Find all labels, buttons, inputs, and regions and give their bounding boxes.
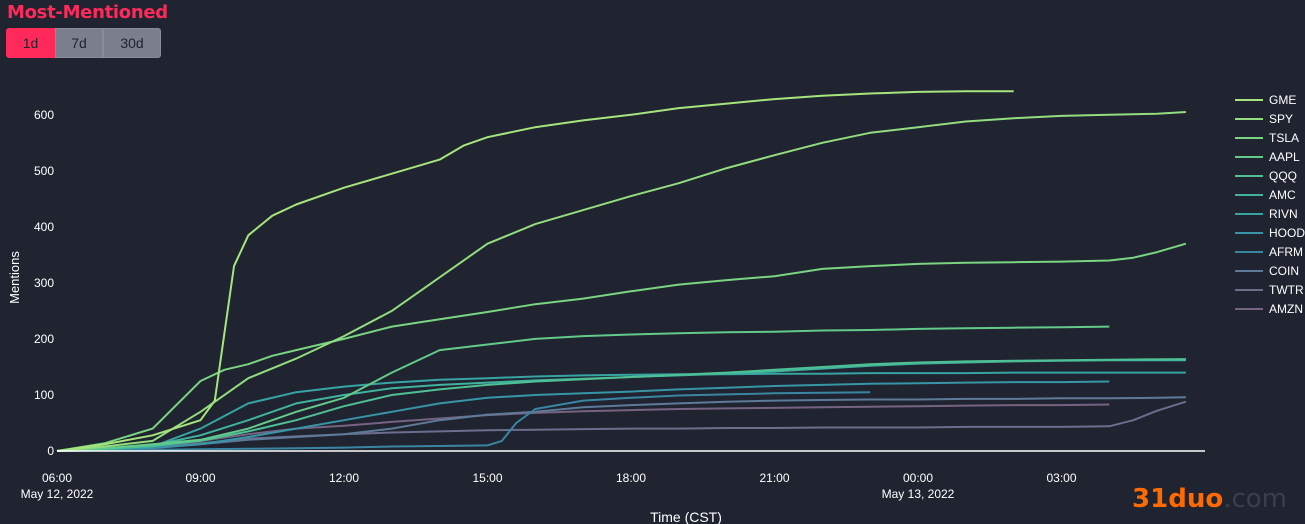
x-tick-label: 18:00	[616, 471, 646, 485]
legend-label-spy: SPY	[1269, 112, 1293, 126]
x-tick-label: 12:00	[329, 471, 359, 485]
legend-label-amzn: AMZN	[1269, 302, 1303, 316]
range-30d-button[interactable]: 30d	[103, 28, 161, 58]
watermark-tld: .com	[1223, 484, 1287, 514]
legend-label-coin: COIN	[1269, 264, 1299, 278]
legend-label-amc: AMC	[1269, 188, 1296, 202]
y-tick-label: 500	[34, 164, 54, 178]
y-tick-label: 600	[34, 108, 54, 122]
x-tick-sublabel: May 12, 2022	[21, 487, 94, 501]
legend-label-rivn: RIVN	[1269, 207, 1298, 221]
y-tick-label: 300	[34, 276, 54, 290]
series-line-gme	[56, 90, 1014, 452]
series-line-rivn	[56, 371, 1186, 452]
y-axis-title: Mentions	[7, 251, 22, 304]
x-tick-label: 09:00	[185, 471, 215, 485]
x-axis-title: Time (CST)	[650, 509, 722, 524]
range-selector: 1d 7d 30d	[6, 28, 161, 58]
series-line-twtr	[56, 400, 1187, 452]
range-1d-button[interactable]: 1d	[6, 28, 55, 58]
y-tick-label: 100	[34, 388, 54, 402]
x-tick-label: 00:00	[903, 471, 933, 485]
legend-label-hood: HOOD	[1269, 226, 1305, 240]
series-line-amzn	[56, 403, 1110, 452]
series-line-tsla	[56, 242, 1187, 452]
range-7d-button[interactable]: 7d	[55, 28, 103, 58]
y-tick-label: 200	[34, 332, 54, 346]
x-tick-label: 06:00	[42, 471, 72, 485]
y-tick-label: 400	[34, 220, 54, 234]
series-line-qqq	[56, 358, 1186, 452]
x-tick-label: 21:00	[759, 471, 789, 485]
x-tick-label: 03:00	[1046, 471, 1076, 485]
x-tick-label: 15:00	[472, 471, 502, 485]
series-line-aapl	[56, 325, 1110, 452]
legend-label-gme: GME	[1269, 93, 1296, 107]
series-line-spy	[56, 111, 1186, 452]
legend-label-tsla: TSLA	[1269, 131, 1299, 145]
series-line-coin	[56, 396, 1186, 452]
y-tick-label: 0	[47, 444, 54, 458]
legend-label-aapl: AAPL	[1269, 150, 1300, 164]
legend-label-twtr: TWTR	[1269, 283, 1304, 297]
watermark: 31duo.com	[1132, 484, 1287, 514]
series-line-hood	[56, 380, 1110, 452]
series-line-afrm	[56, 391, 871, 452]
watermark-brand: 31duo	[1132, 484, 1224, 514]
legend-label-afrm: AFRM	[1269, 245, 1303, 259]
legend-label-qqq: QQQ	[1269, 169, 1297, 183]
x-tick-sublabel: May 13, 2022	[882, 487, 955, 501]
page-title: Most-Mentioned	[7, 2, 168, 23]
